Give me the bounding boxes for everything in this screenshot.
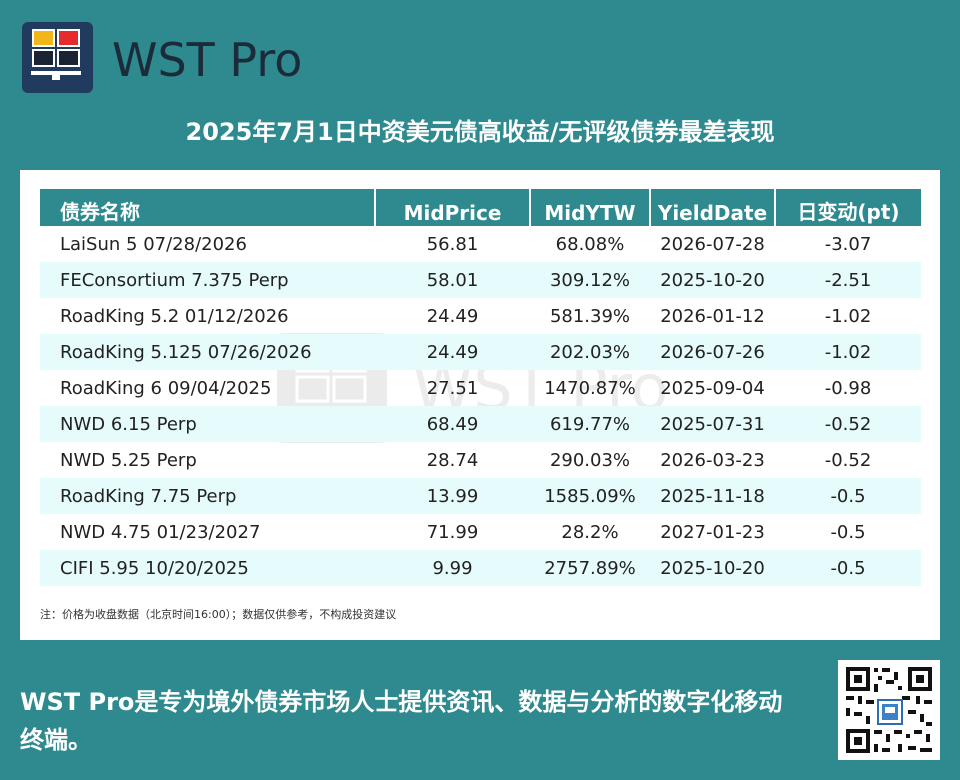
cell-mid-ytw: 581.39% [549, 305, 631, 327]
cell-daily-change: -0.52 [775, 406, 921, 442]
table-panel: WST Pro 债券名称 MidPrice MidYTW YieldDate 日… [20, 170, 940, 640]
cell-mid-ytw: 1585.09% [530, 478, 650, 514]
cell-yield-date: 2026-01-12 [660, 305, 765, 327]
header-yield-date: YieldDate [649, 189, 775, 226]
cell-daily-change: -0.98 [824, 377, 872, 399]
table-row: NWD 4.75 01/23/2027 71.99 28.2% 2027-01-… [40, 514, 921, 550]
cell-daily-change: -0.52 [824, 449, 872, 471]
cell-mid-price: 24.49 [426, 305, 479, 327]
cell-mid-ytw: 619.77% [530, 406, 650, 442]
cell-mid-price: 71.99 [426, 521, 479, 543]
table-row: NWD 5.25 Perp 28.74 290.03% 2026-03-23 -… [40, 442, 921, 478]
tagline: WST Pro是专为境外债券市场人士提供资讯、数据与分析的数字化移动终端。 [20, 688, 783, 754]
cell-mid-price: 24.49 [375, 334, 530, 370]
table-row: NWD 6.15 Perp 68.49 619.77% 2025-07-31 -… [40, 406, 921, 442]
cell-bond-name: LaiSun 5 07/28/2026 [60, 233, 247, 255]
header-mid-ytw: MidYTW [529, 189, 650, 226]
cell-bond-name: FEConsortium 7.375 Perp [40, 262, 375, 298]
cell-mid-ytw: 28.2% [561, 521, 619, 543]
cell-daily-change: -0.5 [775, 550, 921, 586]
table-row: RoadKing 5.2 01/12/2026 24.49 581.39% 20… [40, 298, 921, 334]
cell-yield-date: 2025-09-04 [660, 377, 765, 399]
cell-bond-name: NWD 6.15 Perp [40, 406, 375, 442]
cell-mid-ytw: 1470.87% [544, 377, 636, 399]
table-row: LaiSun 5 07/28/2026 56.81 68.08% 2026-07… [40, 226, 921, 262]
brand-logo-icon [22, 22, 93, 93]
table-row: RoadKing 7.75 Perp 13.99 1585.09% 2025-1… [40, 478, 921, 514]
header-bond-name: 债券名称 [40, 189, 375, 226]
cell-bond-name: NWD 5.25 Perp [60, 449, 197, 471]
header-mid-price: MidPrice [374, 189, 530, 226]
cell-bond-name: RoadKing 5.2 01/12/2026 [60, 305, 289, 327]
cell-mid-ytw: 68.08% [555, 233, 625, 255]
qr-code-icon [838, 660, 940, 760]
cell-bond-name: NWD 4.75 01/23/2027 [60, 521, 261, 543]
cell-mid-ytw: 309.12% [530, 262, 650, 298]
cell-daily-change: -1.02 [775, 334, 921, 370]
cell-yield-date: 2026-07-28 [660, 233, 765, 255]
cell-yield-date: 2027-01-23 [660, 521, 765, 543]
cell-bond-name: RoadKing 5.125 07/26/2026 [40, 334, 375, 370]
table-row: RoadKing 6 09/04/2025 27.51 1470.87% 202… [40, 370, 921, 406]
cell-mid-price: 68.49 [375, 406, 530, 442]
cell-mid-price: 28.74 [426, 449, 479, 471]
cell-mid-price: 13.99 [375, 478, 530, 514]
cell-yield-date: 2026-07-26 [650, 334, 775, 370]
cell-bond-name: CIFI 5.95 10/20/2025 [40, 550, 375, 586]
cell-yield-date: 2025-07-31 [650, 406, 775, 442]
cell-mid-price: 58.01 [375, 262, 530, 298]
cell-mid-price: 56.81 [426, 233, 479, 255]
table-row: RoadKing 5.125 07/26/2026 24.49 202.03% … [40, 334, 921, 370]
table-row: FEConsortium 7.375 Perp 58.01 309.12% 20… [40, 262, 921, 298]
cell-daily-change: -2.51 [775, 262, 921, 298]
disclaimer-note: 注：价格为收盘数据（北京时间16:00）；数据仅供参考，不构成投资建议 [40, 608, 397, 621]
cell-mid-ytw: 202.03% [530, 334, 650, 370]
cell-daily-change: -0.5 [830, 521, 866, 543]
cell-mid-ytw: 2757.89% [530, 550, 650, 586]
table-row: CIFI 5.95 10/20/2025 9.99 2757.89% 2025-… [40, 550, 921, 586]
cell-daily-change: -1.02 [824, 305, 872, 327]
cell-daily-change: -3.07 [824, 233, 872, 255]
bond-table: 债券名称 MidPrice MidYTW YieldDate 日变动(pt) L… [40, 189, 921, 586]
cell-yield-date: 2025-10-20 [650, 262, 775, 298]
cell-daily-change: -0.5 [775, 478, 921, 514]
header-daily-change: 日变动(pt) [774, 189, 921, 226]
brand-name: WST Pro [112, 33, 303, 87]
cell-mid-price: 9.99 [375, 550, 530, 586]
brand-logo-graphic [31, 29, 81, 80]
cell-yield-date: 2025-11-18 [650, 478, 775, 514]
cell-yield-date: 2025-10-20 [650, 550, 775, 586]
table-header-row: 债券名称 MidPrice MidYTW YieldDate 日变动(pt) [40, 189, 921, 226]
cell-yield-date: 2026-03-23 [660, 449, 765, 471]
cell-mid-ytw: 290.03% [549, 449, 631, 471]
cell-mid-price: 27.51 [426, 377, 479, 399]
cell-bond-name: RoadKing 6 09/04/2025 [60, 377, 272, 399]
cell-bond-name: RoadKing 7.75 Perp [40, 478, 375, 514]
page-title: 2025年7月1日中资美元债高收益/无评级债券最差表现 [185, 118, 775, 146]
